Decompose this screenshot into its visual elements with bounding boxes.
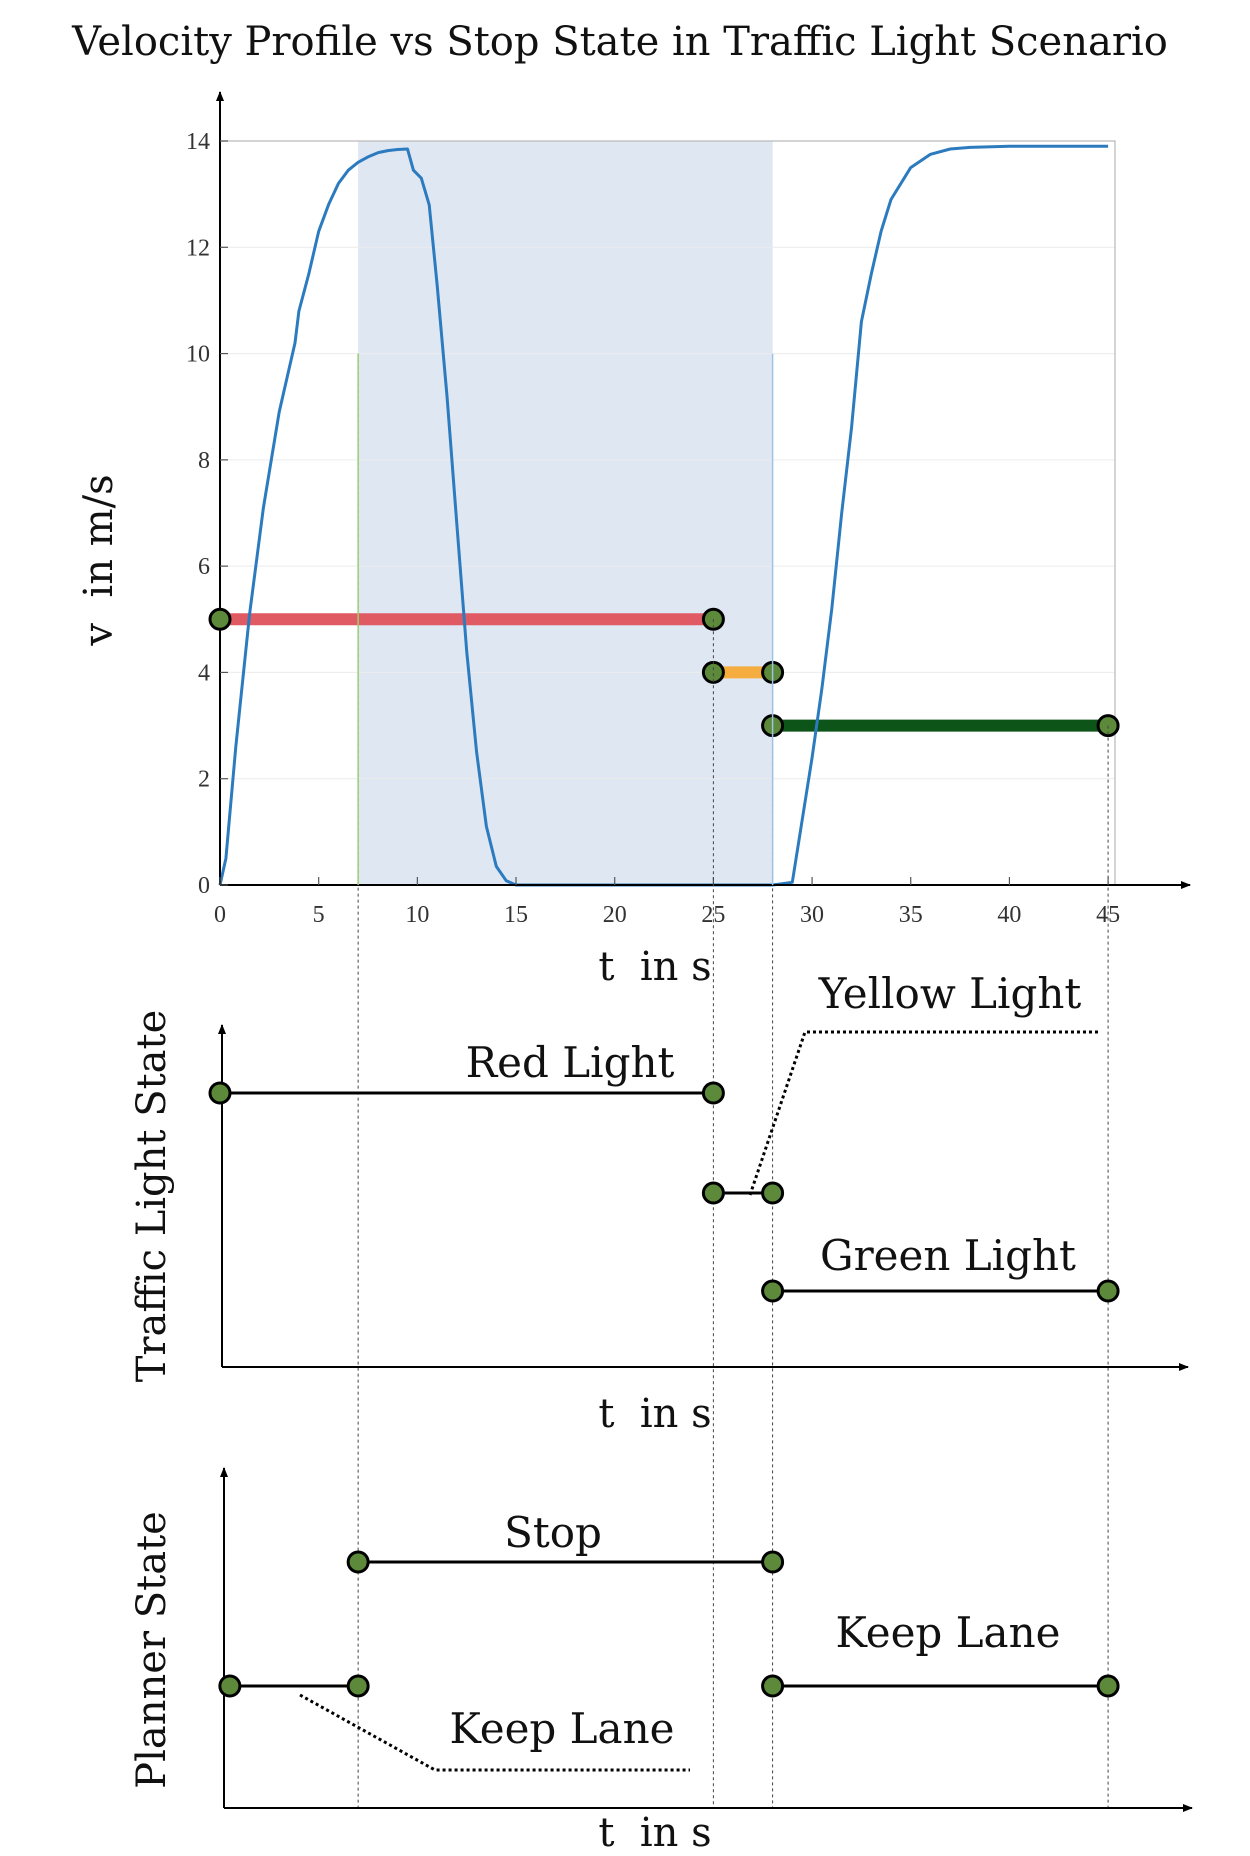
velocity-line	[218, 144, 1109, 887]
yellow-callout	[748, 1030, 1100, 1196]
y-axis-label: Planner State	[129, 1511, 175, 1789]
y-axis-label: v in m/s	[76, 474, 122, 646]
label-green-light: Green Light	[820, 1231, 1076, 1280]
state-marker	[701, 1181, 725, 1205]
state-steps	[208, 1081, 1120, 1303]
x-tick-label: 0	[214, 902, 226, 928]
state-marker	[1096, 1674, 1120, 1698]
state-marker	[761, 1279, 785, 1303]
label-yellow-light: Yellow Light	[818, 969, 1082, 1018]
label-keep-lane-left: Keep Lane	[449, 1704, 674, 1753]
y-tick-label: 6	[198, 554, 210, 580]
state-marker	[761, 1181, 785, 1205]
state-marker	[1096, 1279, 1120, 1303]
label-keep-lane-right: Keep Lane	[835, 1608, 1060, 1657]
state-marker	[208, 1081, 232, 1105]
traffic-light-panel: Red Light Yellow Light Green Light t in …	[129, 969, 1189, 1437]
state-marker	[761, 1674, 785, 1698]
x-tick-label: 10	[405, 902, 429, 928]
y-tick-label: 8	[198, 448, 210, 474]
state-marker	[346, 1550, 370, 1574]
planner-panel: Stop Keep Lane Keep Lane t in s Planner …	[129, 1467, 1193, 1856]
state-marker	[761, 1550, 785, 1574]
y-tick-label: 12	[186, 235, 210, 261]
x-tick-label: 30	[800, 902, 824, 928]
state-marker	[218, 1674, 242, 1698]
y-ticks: 0 2 4 6 8 10 12 14	[186, 129, 228, 899]
label-stop: Stop	[504, 1508, 602, 1557]
label-red-light: Red Light	[466, 1038, 675, 1087]
y-tick-label: 0	[198, 873, 210, 899]
y-tick-label: 14	[186, 129, 210, 155]
state-marker	[701, 1081, 725, 1105]
x-tick-label: 15	[504, 902, 528, 928]
chart-title: Velocity Profile vs Stop State in Traffi…	[71, 19, 1168, 65]
y-tick-label: 10	[186, 342, 210, 368]
state-marker	[346, 1674, 370, 1698]
state-marker	[208, 607, 232, 631]
x-tick-label: 5	[313, 902, 325, 928]
y-axis-label: Traffic Light State	[129, 1010, 175, 1383]
state-steps	[218, 1550, 1120, 1698]
x-tick-label: 35	[899, 902, 923, 928]
x-axis-label: t in s	[598, 944, 711, 990]
y-tick-label: 2	[198, 767, 210, 793]
y-tick-label: 4	[198, 660, 210, 686]
shaded-interval	[358, 141, 773, 885]
keep-lane-callout	[299, 1693, 690, 1772]
x-tick-label: 40	[997, 902, 1021, 928]
x-axis-label: t in s	[598, 1391, 711, 1437]
x-tick-label: 20	[603, 902, 627, 928]
x-axis-label: t in s	[598, 1810, 711, 1856]
